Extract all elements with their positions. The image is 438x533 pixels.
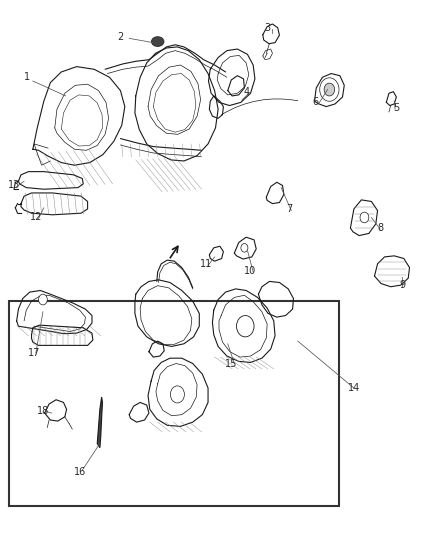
Text: 5: 5: [393, 103, 399, 112]
Text: 11: 11: [200, 259, 212, 269]
Circle shape: [241, 244, 248, 252]
Circle shape: [237, 316, 254, 337]
Circle shape: [320, 78, 339, 101]
Text: 7: 7: [286, 204, 292, 214]
Text: 15: 15: [225, 359, 237, 368]
Text: 2: 2: [117, 33, 124, 42]
Text: 14: 14: [348, 383, 360, 393]
Text: 17: 17: [28, 348, 40, 358]
Text: 6: 6: [312, 98, 318, 107]
Text: 16: 16: [74, 467, 86, 477]
Circle shape: [170, 386, 184, 403]
Text: 1: 1: [24, 72, 30, 82]
Polygon shape: [97, 397, 102, 448]
Circle shape: [324, 83, 335, 96]
Text: 10: 10: [244, 266, 257, 276]
Text: 9: 9: [399, 280, 405, 290]
Text: 18: 18: [37, 407, 49, 416]
Text: 3: 3: [264, 23, 270, 33]
Text: 8: 8: [377, 223, 383, 233]
Circle shape: [360, 212, 369, 223]
Text: 13: 13: [8, 181, 20, 190]
Text: 4: 4: [243, 87, 249, 96]
Circle shape: [39, 294, 47, 305]
Text: 12: 12: [30, 213, 42, 222]
Ellipse shape: [152, 37, 164, 46]
Bar: [9, 301, 339, 506]
